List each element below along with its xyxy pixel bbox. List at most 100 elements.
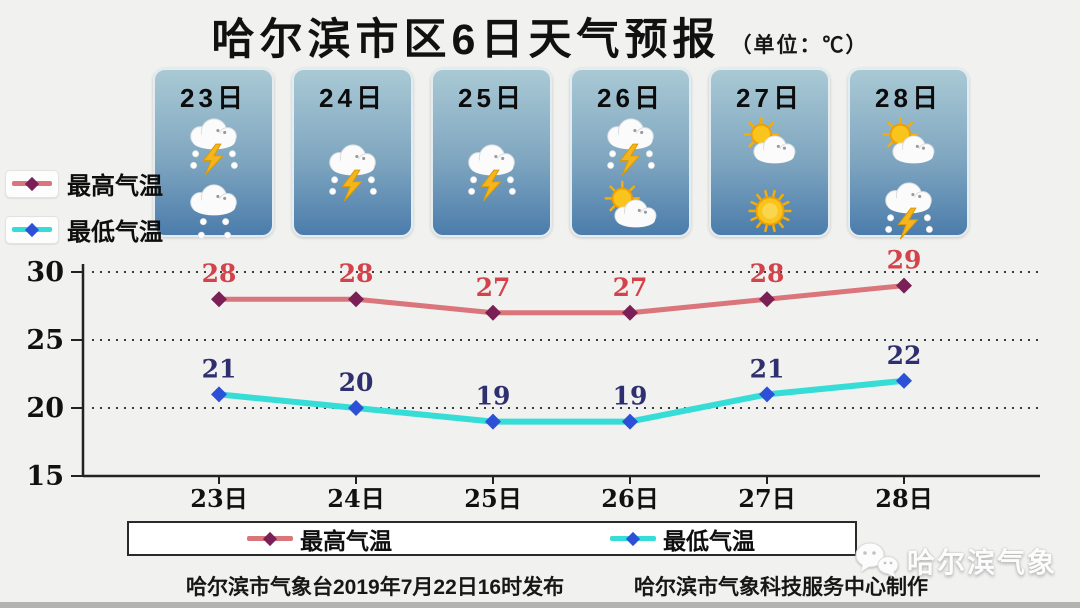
sun-icon	[747, 189, 792, 233]
data-point-1	[759, 386, 775, 403]
issuer-text: 哈尔滨市气象台2019年7月22日16时发布	[186, 576, 565, 599]
day-label: 28日	[875, 83, 942, 113]
sun-ray	[747, 141, 754, 148]
title-bar: 哈尔滨市区6日天气预报 （单位：℃）	[0, 6, 1080, 64]
cloud-eye	[215, 128, 219, 133]
lightning-bolt	[340, 169, 363, 202]
rain-drop	[328, 187, 336, 195]
lightning-bolt	[479, 169, 502, 202]
cloud-base	[192, 198, 235, 216]
cloud-eye	[782, 146, 786, 150]
thunderstorm-icon-art	[189, 118, 238, 176]
cloud-eye	[222, 130, 226, 135]
thunderstorm-icon-art	[467, 144, 516, 202]
rain-drop	[197, 231, 205, 239]
low-temp-line-swatch	[12, 227, 52, 232]
high-temp-line-swatch	[12, 181, 52, 186]
cloud-eye	[915, 144, 919, 148]
producer-text: 哈尔滨市气象科技服务中心制作	[634, 576, 928, 599]
low-temp-legend-label: 最低气温	[663, 527, 755, 554]
rain-drop	[223, 231, 231, 239]
thunderstorm-icon-art	[328, 144, 377, 202]
rain-drop	[228, 150, 236, 158]
thunderstorm-icon	[189, 118, 238, 176]
y-tick-label: 20	[26, 393, 64, 424]
cloud-base	[616, 212, 655, 228]
cloud-eye	[632, 128, 636, 133]
rain-drop	[925, 225, 933, 233]
day-label: 23日	[180, 83, 247, 113]
sun-ray	[747, 121, 754, 128]
cloud-eye	[500, 156, 504, 161]
weather-icon-stack	[433, 115, 550, 235]
x-tick-label: 27日	[738, 484, 795, 513]
sun-ray	[777, 193, 784, 201]
sun-ray	[886, 121, 893, 128]
value-label-0: 28	[750, 259, 785, 288]
sun-ray	[777, 221, 784, 229]
cloud-eye	[493, 154, 497, 159]
weather-icon-stack	[711, 115, 828, 247]
series-line-1	[216, 377, 907, 425]
sun-ray	[763, 189, 768, 198]
value-label-1: 19	[613, 382, 648, 411]
cloud-eye	[639, 130, 643, 135]
value-label-0: 28	[339, 259, 374, 288]
sun-icon-art	[747, 189, 792, 233]
rain-drop	[230, 161, 238, 169]
data-point-1	[348, 400, 364, 416]
sun-cloud-icon	[882, 116, 934, 164]
day-card-24日: 24日	[292, 68, 413, 237]
cloud-base	[192, 132, 235, 150]
sun-cloud-icon-art	[882, 116, 934, 164]
sun-ray	[755, 221, 762, 229]
day-card-26日: 26日	[570, 68, 691, 237]
thunderstorm-icon	[884, 182, 933, 240]
data-point-0	[759, 291, 775, 308]
lightning-bolt	[618, 143, 641, 176]
value-label-0: 29	[887, 246, 922, 275]
rain-drop	[884, 225, 892, 233]
sun-ray	[749, 216, 757, 222]
cloud-eye	[354, 154, 358, 159]
value-label-0: 28	[202, 259, 237, 288]
forecast-cards-row: 23日 24日 25日 26日 27日 28日	[153, 68, 969, 240]
page-title: 哈尔滨市区6日天气预报	[211, 15, 721, 64]
sun-cloud-icon	[743, 116, 795, 164]
cloud-base	[887, 196, 930, 214]
sun-ray	[771, 189, 776, 198]
x-tick-label: 24日	[327, 484, 384, 513]
cloud-eye	[361, 156, 365, 161]
bottom-bar	[0, 602, 1080, 608]
data-point-0	[622, 304, 638, 321]
sun-cloud-icon-art	[743, 116, 795, 164]
sun-ray	[782, 200, 790, 206]
day-card-28日: 28日	[848, 68, 969, 240]
sun-ray	[749, 200, 757, 206]
rain-drop	[647, 161, 655, 169]
legend-row-low: 最低气温	[5, 212, 163, 247]
bottom-legend-high: 最高气温	[247, 522, 392, 556]
data-point-1	[896, 372, 912, 389]
sun-ray	[771, 224, 776, 233]
cloud-base	[331, 158, 374, 176]
day-label: 27日	[736, 83, 803, 113]
high-temp-line-swatch	[247, 536, 293, 541]
cloud-eye	[643, 210, 647, 214]
value-label-0: 27	[613, 273, 648, 302]
sun-ray	[763, 224, 768, 233]
legend-row-high: 最高气温	[5, 166, 163, 201]
low-temp-legend-label: 最低气温	[67, 219, 163, 246]
bottom-legend-box: 最高气温 最低气温	[127, 521, 857, 556]
low-temp-line-swatch	[610, 536, 656, 541]
rain-drop	[367, 176, 375, 184]
sun-ray	[755, 193, 762, 201]
value-label-0: 27	[476, 273, 511, 302]
day-label: 25日	[458, 83, 525, 113]
value-label-1: 21	[202, 354, 237, 383]
day-card-27日: 27日	[709, 68, 830, 237]
data-point-1	[485, 413, 501, 430]
unit-label: （单位：℃）	[730, 34, 869, 57]
cloud-eye	[215, 194, 219, 199]
